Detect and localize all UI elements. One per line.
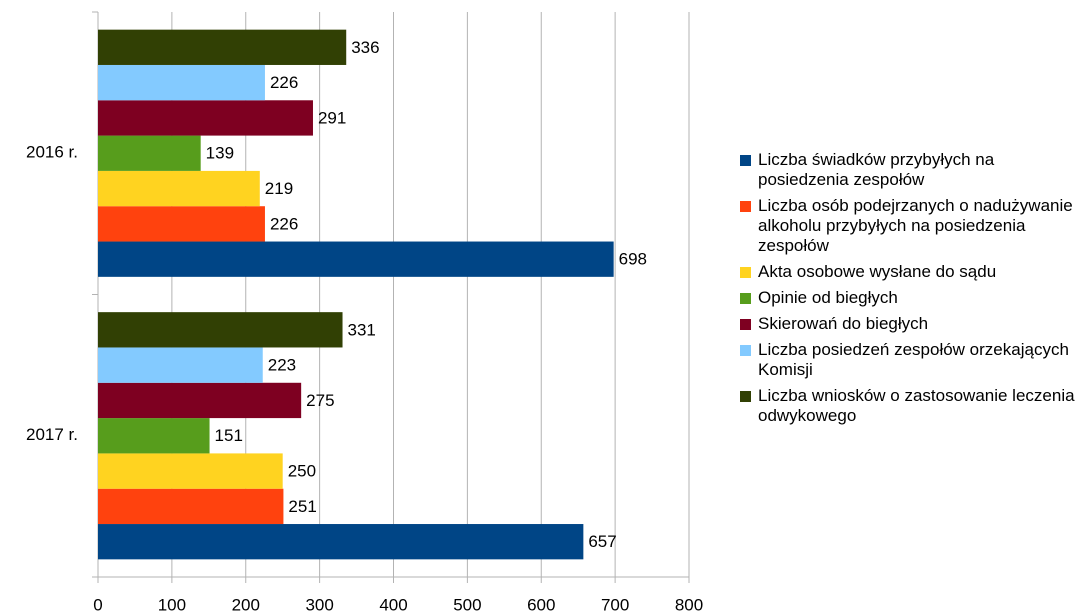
value-label: 219 — [265, 179, 293, 198]
value-label: 226 — [270, 214, 298, 233]
legend-item: Akta osobowe wysłane do sądu — [740, 262, 1080, 282]
bar — [98, 135, 201, 171]
bar — [98, 347, 263, 383]
legend-label: Liczba wniosków o zastosowanie leczenia … — [758, 386, 1075, 425]
x-tick-label: 700 — [601, 595, 629, 614]
bar — [98, 382, 302, 419]
legend-label: Akta osobowe wysłane do sądu — [758, 262, 997, 281]
legend-swatch — [740, 293, 751, 304]
legend-label: Skierowań do biegłych — [758, 314, 929, 333]
legend-swatch — [740, 345, 751, 356]
bar — [98, 206, 265, 242]
x-tick-label: 100 — [158, 595, 186, 614]
legend-item: Liczba posiedzeń zespołów orzekających K… — [740, 340, 1080, 380]
legend-swatch — [740, 319, 751, 330]
value-label: 331 — [348, 320, 376, 339]
legend-label: Liczba świadków przybyłych na posiedzeni… — [758, 150, 995, 189]
value-label: 139 — [206, 144, 234, 163]
legend: Liczba świadków przybyłych na posiedzeni… — [740, 150, 1080, 432]
x-tick-label: 200 — [232, 595, 260, 614]
bar — [98, 100, 313, 136]
x-tick-label: 300 — [305, 595, 333, 614]
legend-label: Opinie od biegłych — [758, 288, 898, 307]
value-label: 336 — [351, 38, 379, 57]
value-label: 698 — [619, 250, 647, 269]
bar — [98, 170, 260, 207]
legend-swatch — [740, 391, 751, 402]
legend-swatch — [740, 201, 751, 212]
x-tick-label: 500 — [453, 595, 481, 614]
bar — [98, 241, 614, 277]
x-tick-label: 400 — [379, 595, 407, 614]
value-label: 275 — [306, 391, 334, 410]
legend-item: Opinie od biegłych — [740, 288, 1080, 308]
bar — [98, 64, 265, 101]
y-tick-label: 2016 r. — [26, 143, 78, 162]
y-tick-label: 2017 r. — [26, 425, 78, 444]
bar — [98, 488, 284, 525]
bar — [98, 418, 210, 454]
legend-label: Liczba osób podejrzanych o nadużywanie a… — [758, 196, 1073, 255]
value-label: 251 — [288, 497, 316, 516]
value-label: 226 — [270, 73, 298, 92]
x-tick-label: 0 — [93, 595, 102, 614]
value-label: 151 — [215, 426, 243, 445]
legend-swatch — [740, 267, 751, 278]
legend-item: Liczba osób podejrzanych o nadużywanie a… — [740, 196, 1080, 256]
bar — [98, 453, 283, 489]
bar — [98, 312, 343, 348]
legend-swatch — [740, 155, 751, 166]
x-tick-label: 800 — [675, 595, 703, 614]
x-tick-label: 600 — [527, 595, 555, 614]
value-label: 291 — [318, 108, 346, 127]
value-label: 657 — [588, 532, 616, 551]
bar — [98, 29, 347, 65]
legend-item: Skierowań do biegłych — [740, 314, 1080, 334]
legend-item: Liczba świadków przybyłych na posiedzeni… — [740, 150, 1080, 190]
value-label: 223 — [268, 356, 296, 375]
legend-label: Liczba posiedzeń zespołów orzekających K… — [758, 340, 1069, 379]
bar — [98, 524, 584, 560]
value-label: 250 — [288, 462, 316, 481]
legend-item: Liczba wniosków o zastosowanie leczenia … — [740, 386, 1080, 426]
